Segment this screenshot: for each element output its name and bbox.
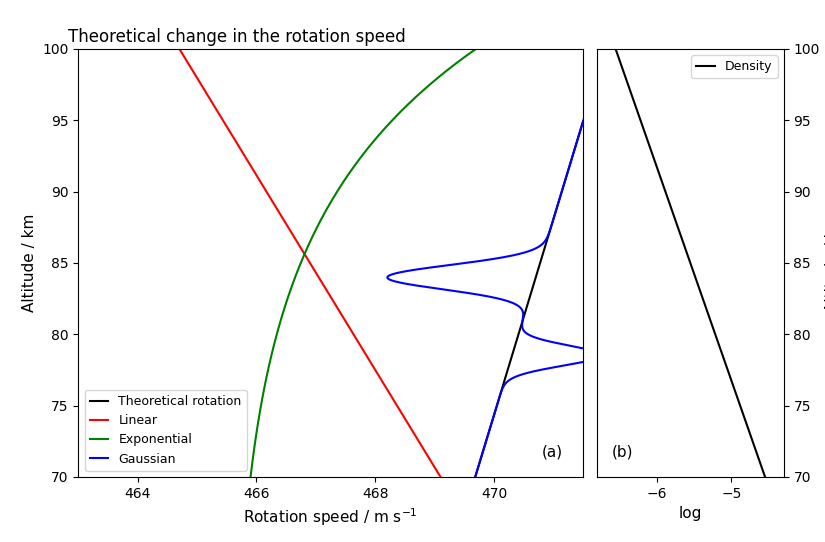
Exponential <box>294 266 304 272</box>
Density <box>615 58 625 64</box>
Theoretical rotation <box>477 452 487 459</box>
Theoretical rotation <box>596 58 606 64</box>
Theoretical rotation <box>534 266 544 272</box>
Gaussian <box>573 137 582 143</box>
Gaussian <box>386 277 396 283</box>
Theoretical rotation <box>600 46 610 52</box>
Line: Theoretical rotation: Theoretical rotation <box>475 49 605 477</box>
Density <box>760 474 770 480</box>
Line: Gaussian: Gaussian <box>388 49 605 477</box>
Exponential <box>370 137 380 143</box>
Theoretical rotation <box>530 277 540 283</box>
Line: Linear: Linear <box>179 49 441 477</box>
Legend: Density: Density <box>691 55 777 78</box>
Density <box>610 46 620 52</box>
Theoretical rotation <box>573 137 582 143</box>
Linear <box>309 266 318 272</box>
Legend: Theoretical rotation, Linear, Exponential, Gaussian: Theoretical rotation, Linear, Exponentia… <box>85 390 247 470</box>
Density <box>615 58 625 64</box>
Exponential <box>246 474 256 480</box>
Y-axis label: Altitude / km: Altitude / km <box>21 214 37 312</box>
Linear <box>230 137 240 143</box>
Gaussian <box>417 266 427 272</box>
Gaussian <box>477 452 487 459</box>
Text: Theoretical change in the rotation speed: Theoretical change in the rotation speed <box>68 28 406 46</box>
Linear <box>422 452 432 459</box>
Theoretical rotation <box>596 58 606 64</box>
Exponential <box>454 58 464 64</box>
X-axis label: Rotation speed / m s$^{-1}$: Rotation speed / m s$^{-1}$ <box>243 506 418 528</box>
Gaussian <box>470 474 480 480</box>
Text: (a): (a) <box>542 445 563 460</box>
Gaussian <box>600 46 610 52</box>
Exponential <box>289 277 299 283</box>
Density <box>643 137 653 143</box>
Theoretical rotation <box>470 474 480 480</box>
Linear <box>315 277 325 283</box>
Line: Exponential: Exponential <box>251 49 476 477</box>
Exponential <box>248 452 258 459</box>
Density <box>752 452 762 459</box>
Linear <box>182 58 192 64</box>
Line: Density: Density <box>615 49 765 477</box>
Linear <box>182 58 192 64</box>
Gaussian <box>596 58 606 64</box>
Exponential <box>454 58 464 64</box>
Gaussian <box>596 58 606 64</box>
X-axis label: log: log <box>679 506 702 521</box>
Linear <box>174 46 184 52</box>
Exponential <box>471 46 481 52</box>
Text: (b): (b) <box>612 445 634 460</box>
Linear <box>436 474 446 480</box>
Density <box>687 266 697 272</box>
Density <box>691 277 701 283</box>
